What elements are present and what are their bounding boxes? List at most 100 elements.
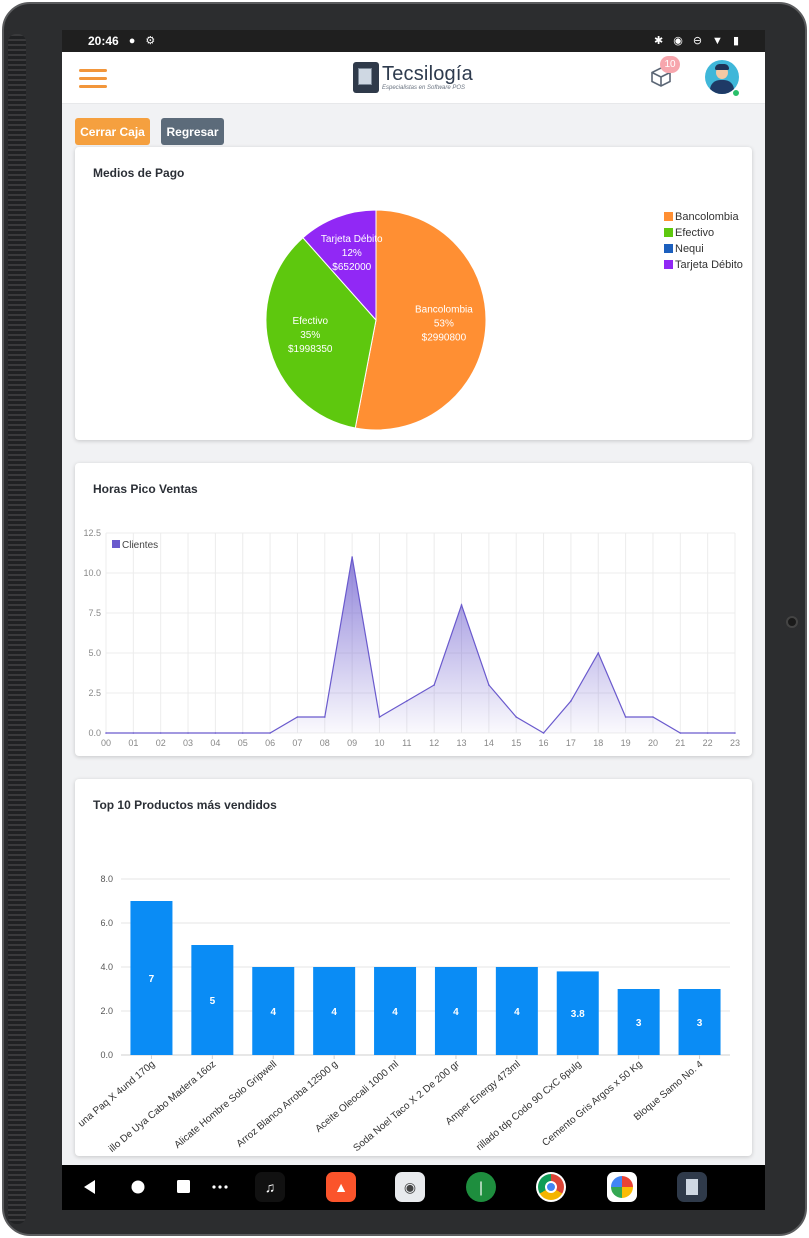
- legend-swatch: [664, 244, 673, 253]
- bar-value-label: 3.8: [571, 1009, 585, 1020]
- legend-item: Tarjeta Débito: [675, 259, 743, 271]
- bar-value-label: 3: [697, 1018, 703, 1029]
- pie-slice-label: 35%: [300, 330, 320, 341]
- back-nav-icon[interactable]: [84, 1180, 96, 1194]
- logo-tagline: Especialistas en Software POS: [382, 85, 466, 91]
- data-point: [187, 732, 189, 734]
- y-tick-label: 12.5: [83, 528, 101, 538]
- data-point: [460, 604, 463, 606]
- bar-value-label: 4: [392, 1007, 398, 1018]
- tecsilogia-app-icon[interactable]: [677, 1172, 707, 1202]
- pos-terminal-icon: [353, 62, 379, 93]
- x-tick-label: 01: [128, 738, 138, 748]
- avatar[interactable]: [705, 60, 739, 94]
- data-point: [542, 732, 545, 734]
- x-tick-label: Soda Noel Taco X 2 De 200 gr: [351, 1058, 462, 1154]
- data-point: [105, 732, 107, 734]
- bar: [617, 989, 660, 1055]
- data-point: [679, 732, 682, 734]
- back-button[interactable]: Regresar: [161, 118, 224, 145]
- x-tick-label: Alicate Hombre Solo Gripwell: [172, 1059, 279, 1151]
- camera-app-icon[interactable]: ◉: [395, 1172, 425, 1202]
- peak-hours-card: Horas Pico Ventas 0.0 2.5 5.0 7.5 10.0 12.5 00…: [75, 463, 752, 756]
- x-tick-label: 04: [210, 738, 220, 748]
- menu-icon[interactable]: [79, 68, 107, 90]
- bar: [495, 967, 538, 1055]
- x-tick-label: 16: [539, 738, 549, 748]
- x-tick-label: 18: [593, 738, 603, 748]
- pie-slice-label: $652000: [332, 262, 371, 273]
- pie-slice-label: Efectivo: [292, 316, 328, 327]
- legend-swatch: [112, 540, 120, 548]
- bar-value-label: 4: [331, 1007, 337, 1018]
- notification-badge: 10: [660, 56, 680, 73]
- x-tick-label: 23: [730, 738, 740, 748]
- x-tick-label: 08: [320, 738, 330, 748]
- bluetooth-icon: ✱: [654, 35, 664, 47]
- legend-item: Clientes: [122, 540, 158, 551]
- bar: [678, 989, 721, 1055]
- x-tick-label: 17: [566, 738, 576, 748]
- top-products-card: Top 10 Productos más vendidos 0.0 2.0 4.0 6…: [75, 779, 752, 1156]
- x-tick-label: 14: [484, 738, 494, 748]
- chrome-app-icon[interactable]: [536, 1172, 566, 1202]
- app-header: Tecsilogía Especialistas en Software POS…: [62, 52, 765, 104]
- legend-item: Nequi: [675, 243, 704, 255]
- status-bar: 20:46 ● ⚙ ✱ ◉ ⊖ ▼ ▮: [62, 30, 765, 52]
- close-register-button[interactable]: Cerrar Caja: [75, 118, 150, 145]
- x-tick-label: 11: [402, 738, 411, 748]
- bar: [434, 967, 477, 1055]
- pie-slice: [302, 209, 377, 322]
- logo-name: Tecsilogía: [382, 63, 473, 85]
- payment-methods-card: Medios de Pago Bancolombia 53% $2990800 Efe…: [75, 147, 752, 440]
- home-nav-icon[interactable]: [131, 1180, 145, 1194]
- x-tick-label: 02: [156, 738, 166, 748]
- camera: [786, 616, 798, 628]
- data-point: [734, 732, 736, 734]
- pie-slice: [354, 209, 487, 431]
- data-point: [515, 716, 518, 718]
- legend-swatch: [664, 212, 673, 221]
- data-point: [269, 732, 271, 734]
- battery-icon: ▮: [732, 35, 739, 47]
- bar: [252, 967, 295, 1055]
- data-point: [323, 716, 326, 718]
- bar-value-label: 5: [210, 996, 216, 1007]
- card-title: Top 10 Productos más vendidos: [93, 798, 277, 812]
- payment-methods-pie-chart: Bancolombia 53% $2990800 Efectivo 35% $199835…: [265, 209, 743, 431]
- data-point: [351, 556, 353, 558]
- legend-item: Efectivo: [675, 227, 714, 239]
- photos-app-icon[interactable]: [607, 1172, 637, 1202]
- x-tick-label: rillado tdp Codo 90 CxC 6pulg: [474, 1059, 583, 1153]
- x-tick-label: 09: [347, 738, 357, 748]
- pie-slice-label: Tarjeta Débito: [321, 234, 383, 245]
- more-apps-icon[interactable]: [212, 1185, 228, 1189]
- tiktok-app-icon[interactable]: ♫: [255, 1172, 285, 1202]
- pie-slice-label: 53%: [434, 318, 454, 329]
- bar: [556, 971, 599, 1055]
- x-tick-label: Cemento Gris Argos x 50 Kg: [540, 1059, 644, 1149]
- food-app-icon[interactable]: ❘: [466, 1172, 496, 1202]
- y-tick-label: 0.0: [88, 728, 101, 738]
- recents-nav-icon[interactable]: [177, 1180, 190, 1193]
- pie-slice-label: 12%: [342, 248, 362, 259]
- x-tick-label: 15: [511, 738, 521, 748]
- pie-slice-label: $2990800: [422, 332, 467, 343]
- data-point: [378, 716, 381, 718]
- y-tick-label: 2.0: [100, 1006, 113, 1016]
- x-tick-label: 05: [238, 738, 248, 748]
- data-point: [406, 700, 408, 702]
- android-nav-bar: ♫ ▲ ◉ ❘: [62, 1165, 765, 1210]
- x-tick-label: illo De Uya Cabo Madera 16oz: [107, 1059, 218, 1155]
- data-point: [214, 732, 217, 734]
- data-point: [597, 652, 600, 654]
- bar-value-label: 4: [270, 1007, 276, 1018]
- bar: [313, 967, 356, 1055]
- y-tick-label: 2.5: [88, 688, 101, 698]
- x-tick-label: 07: [292, 738, 302, 748]
- legend-swatch: [664, 228, 673, 237]
- brave-app-icon[interactable]: ▲: [326, 1172, 356, 1202]
- x-tick-label: 00: [101, 738, 111, 748]
- pie-slice-label: $1998350: [288, 344, 333, 355]
